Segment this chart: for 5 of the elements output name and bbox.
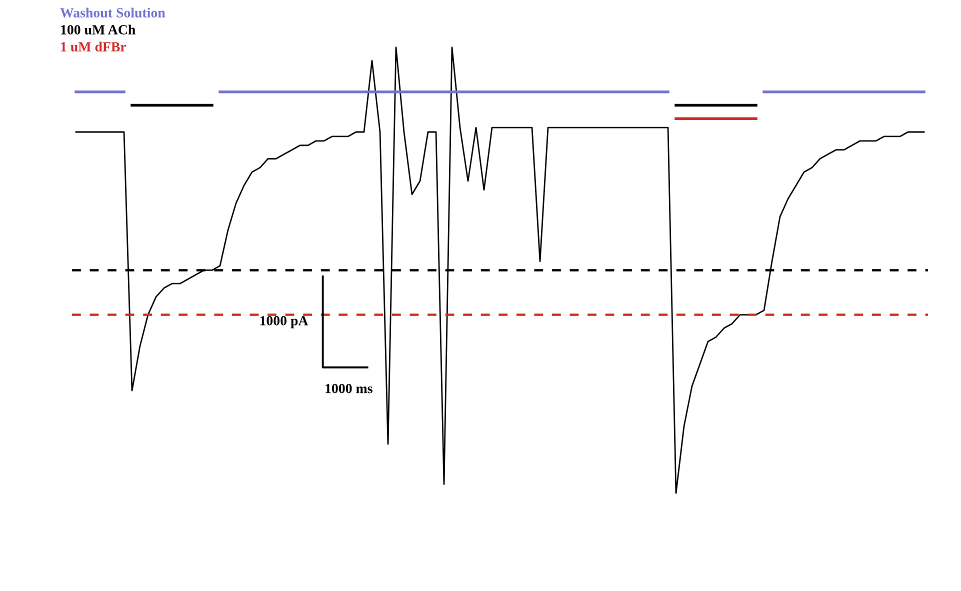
- annotation: 1000 pA: [260, 316, 308, 328]
- text: 100 uM ACh: [61, 24, 136, 35]
- text: 1 uM dFBr: [61, 42, 126, 52]
- annotation: 1000 ms: [326, 384, 372, 394]
- text: Washout Solution: [60, 8, 166, 18]
